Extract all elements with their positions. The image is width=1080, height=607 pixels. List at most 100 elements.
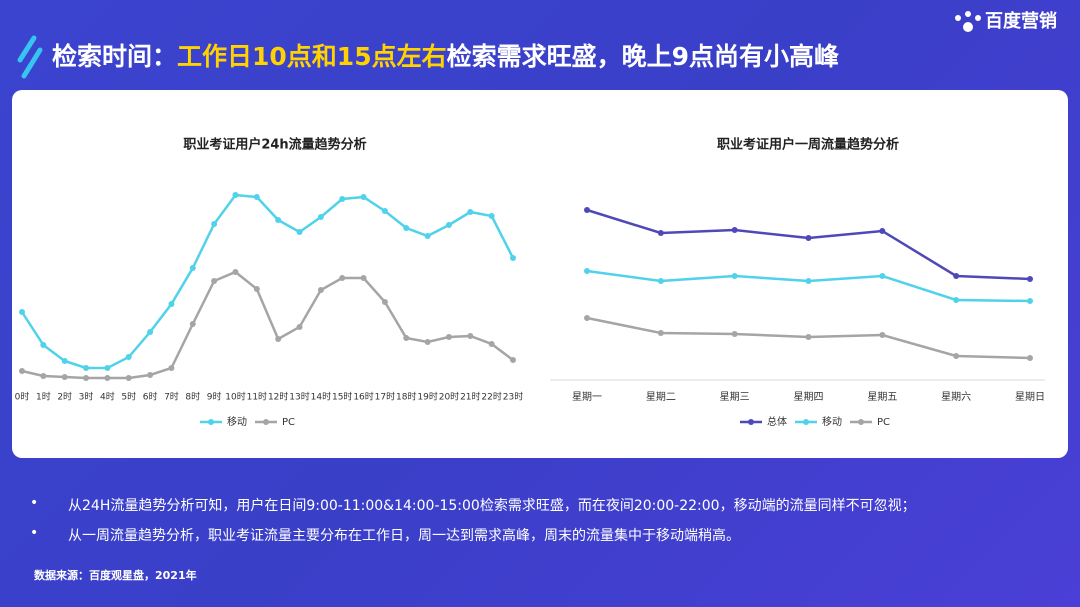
x-tick-label: 18时: [396, 391, 416, 403]
point: [879, 273, 886, 279]
x-tick-label: 星期一: [572, 391, 602, 403]
x-tick-label: 星期日: [1015, 391, 1045, 403]
point: [83, 365, 90, 371]
x-tick-label: 8时: [185, 391, 200, 403]
point: [805, 278, 812, 284]
legend-label: 移动: [227, 415, 247, 428]
point: [40, 342, 47, 348]
logo: 百度营销: [985, 10, 1057, 32]
x-tick-label: 星期三: [720, 391, 750, 403]
point: [510, 255, 516, 261]
point: [657, 330, 664, 336]
point: [61, 358, 68, 364]
point: [211, 278, 218, 284]
point: [339, 275, 346, 281]
point: [445, 334, 452, 340]
point: [317, 214, 324, 220]
x-tick-label: 10时: [225, 391, 245, 403]
point: [296, 229, 303, 235]
point: [381, 208, 388, 214]
x-tick-label: 7时: [164, 391, 179, 403]
x-tick-label: 20时: [439, 391, 459, 403]
bullet: • 从24H流量趋势分析可知，用户在日间9:00-11:00&14:00-15:0…: [30, 495, 916, 514]
point: [488, 341, 495, 347]
logo-icon: [955, 11, 981, 32]
point: [211, 221, 218, 227]
point: [19, 309, 25, 315]
point: [104, 375, 111, 381]
x-tick-label: 21时: [460, 391, 480, 403]
point: [19, 368, 25, 374]
x-tick-label: 3时: [79, 391, 94, 403]
x-tick-label: 星期二: [646, 391, 676, 403]
point: [403, 335, 410, 341]
point: [731, 331, 738, 337]
legend-dot: [208, 419, 214, 425]
x-tick-label: 15时: [332, 391, 352, 403]
point: [584, 207, 590, 213]
x-tick-label: 14时: [311, 391, 331, 403]
point: [104, 365, 111, 371]
point: [879, 332, 886, 338]
point: [189, 265, 196, 271]
point: [657, 230, 664, 236]
point: [253, 194, 260, 200]
point: [381, 299, 388, 305]
x-tick-label: 星期六: [941, 391, 971, 403]
point: [61, 374, 68, 380]
legend-label: PC: [877, 417, 890, 428]
point: [467, 333, 474, 339]
x-tick-label: 1时: [36, 391, 51, 403]
bullet: • 从一周流量趋势分析，职业考证流量主要分布在工作日，周一达到需求高峰，周末的流量…: [30, 525, 740, 544]
point: [189, 321, 196, 327]
point: [731, 273, 738, 279]
x-tick-label: 13时: [289, 391, 309, 403]
point: [424, 233, 431, 239]
x-tick-label: 星期五: [867, 391, 897, 403]
x-tick-label: 0时: [15, 391, 30, 403]
point: [657, 278, 664, 284]
x-tick-label: 4时: [100, 391, 115, 403]
x-tick-label: 17时: [375, 391, 395, 403]
legend-dot: [263, 419, 269, 425]
point: [147, 372, 154, 378]
point: [1027, 276, 1033, 282]
legend-dot: [858, 419, 864, 425]
legend-dot: [748, 419, 754, 425]
point: [296, 324, 303, 330]
legend-label: PC: [282, 417, 295, 428]
point: [232, 269, 239, 275]
point: [584, 315, 590, 321]
point: [40, 373, 47, 379]
series-line: [20, 193, 515, 370]
point: [403, 225, 410, 231]
point: [424, 339, 431, 345]
point: [805, 235, 812, 241]
point: [168, 365, 175, 371]
point: [731, 227, 738, 233]
x-tick-label: 9时: [207, 391, 222, 403]
point: [168, 301, 175, 307]
legend-dot: [803, 419, 809, 425]
point: [584, 268, 590, 274]
chart-title: 职业考证用户一周流量趋势分析: [717, 137, 899, 153]
point: [253, 286, 260, 292]
x-tick-label: 16时: [353, 391, 373, 403]
x-tick-label: 5时: [121, 391, 136, 403]
point: [125, 375, 132, 381]
legend-label: 总体: [767, 415, 787, 428]
title-part: 检索时间：: [52, 42, 177, 71]
x-tick-label: 11时: [247, 391, 267, 403]
x-tick-label: 星期四: [794, 391, 824, 403]
x-tick-label: 22时: [481, 391, 501, 403]
point: [339, 196, 346, 202]
point: [467, 209, 474, 215]
card: [12, 90, 1068, 458]
bullet-text: 从一周流量趋势分析，职业考证流量主要分布在工作日，周一达到需求高峰，周末的流量集…: [68, 528, 740, 544]
point: [488, 213, 495, 219]
point: [275, 336, 282, 342]
point: [360, 275, 367, 281]
point: [953, 353, 960, 359]
